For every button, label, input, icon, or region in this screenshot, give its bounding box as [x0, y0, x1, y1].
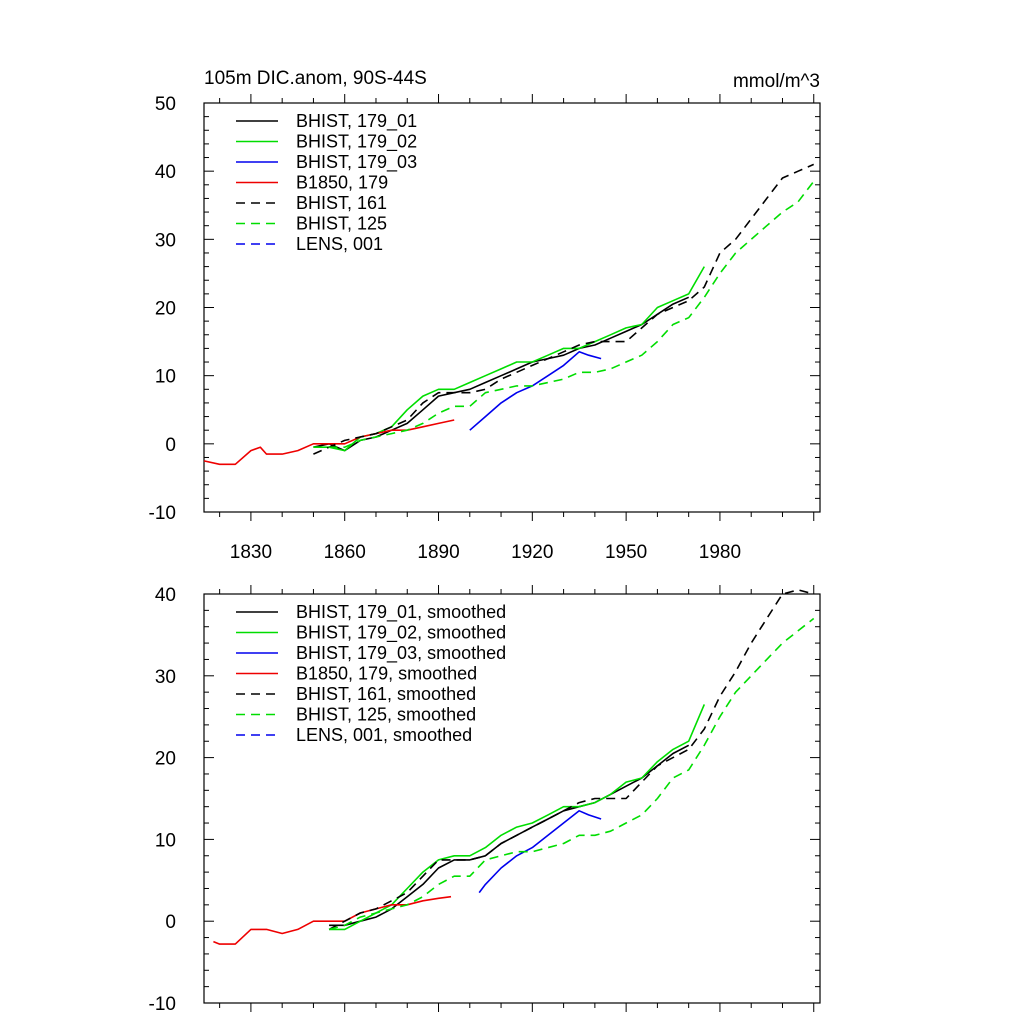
- series-line-bhist-179-03-smoothed: [478, 810, 602, 894]
- series-line-bhist-161: [313, 163, 815, 455]
- top-chart-units: mmol/m^3: [733, 71, 820, 92]
- series-line-bhist-179-01: [313, 296, 690, 452]
- series-line-bhist-179-02: [313, 266, 705, 452]
- plot-frame: [203, 593, 821, 1004]
- top-chart: 1830 1860 1890 1920 1950 1980 -10 0 10 20 30 40 50 BH…: [149, 94, 821, 563]
- legend-label: B1850, 179, smoothed: [296, 664, 477, 684]
- series-line-b1850-179-smoothed: [213, 895, 452, 945]
- legend-label: BHIST, 179_03: [296, 152, 417, 173]
- legend-label: B1850, 179: [296, 173, 388, 193]
- y-tick-label: 30: [155, 230, 176, 251]
- y-tick-label: 0: [165, 912, 176, 933]
- x-tick-label: 1860: [324, 542, 366, 563]
- series-line-bhist-125: [313, 180, 815, 448]
- legend-label: BHIST, 161, smoothed: [296, 684, 476, 704]
- top-chart-title: 105m DIC.anom, 90S-44S: [204, 68, 427, 89]
- y-tick-label: 10: [155, 830, 176, 851]
- y-tick-label: -10: [149, 503, 176, 524]
- x-tick-label: 1980: [699, 542, 741, 563]
- y-tick-label: 20: [155, 299, 176, 320]
- y-tick-label: 10: [155, 367, 176, 388]
- series-line-bhist-179-01-smoothed: [329, 744, 690, 927]
- legend-label: BHIST, 179_03, smoothed: [296, 643, 506, 664]
- legend-label: BHIST, 179_01: [296, 111, 417, 132]
- x-tick-label: 1920: [511, 542, 553, 563]
- x-tick-label: 1950: [605, 542, 647, 563]
- legend-label: LENS, 001, smoothed: [296, 725, 472, 745]
- series-line-bhist-161-smoothed: [328, 589, 814, 931]
- y-tick-label: 50: [155, 94, 176, 115]
- legend-label: BHIST, 179_02, smoothed: [296, 623, 506, 644]
- y-tick-label: -10: [149, 994, 176, 1015]
- legend-label: BHIST, 125: [296, 214, 387, 234]
- y-tick-label: 20: [155, 749, 176, 770]
- x-tick-label: 1830: [230, 542, 272, 563]
- legend-label: BHIST, 125, smoothed: [296, 705, 476, 725]
- y-tick-label: 40: [155, 162, 176, 183]
- y-tick-label: 0: [165, 435, 176, 456]
- series-line-bhist-179-03: [469, 351, 602, 431]
- legend-label: BHIST, 161: [296, 193, 387, 213]
- legend-label: BHIST, 179_01, smoothed: [296, 602, 506, 623]
- legend-label: LENS, 001: [296, 234, 383, 254]
- x-tick-label: 1890: [417, 542, 459, 563]
- legend-label: BHIST, 179_02: [296, 132, 417, 153]
- y-tick-label: 30: [155, 667, 176, 688]
- y-tick-label: 40: [155, 585, 176, 606]
